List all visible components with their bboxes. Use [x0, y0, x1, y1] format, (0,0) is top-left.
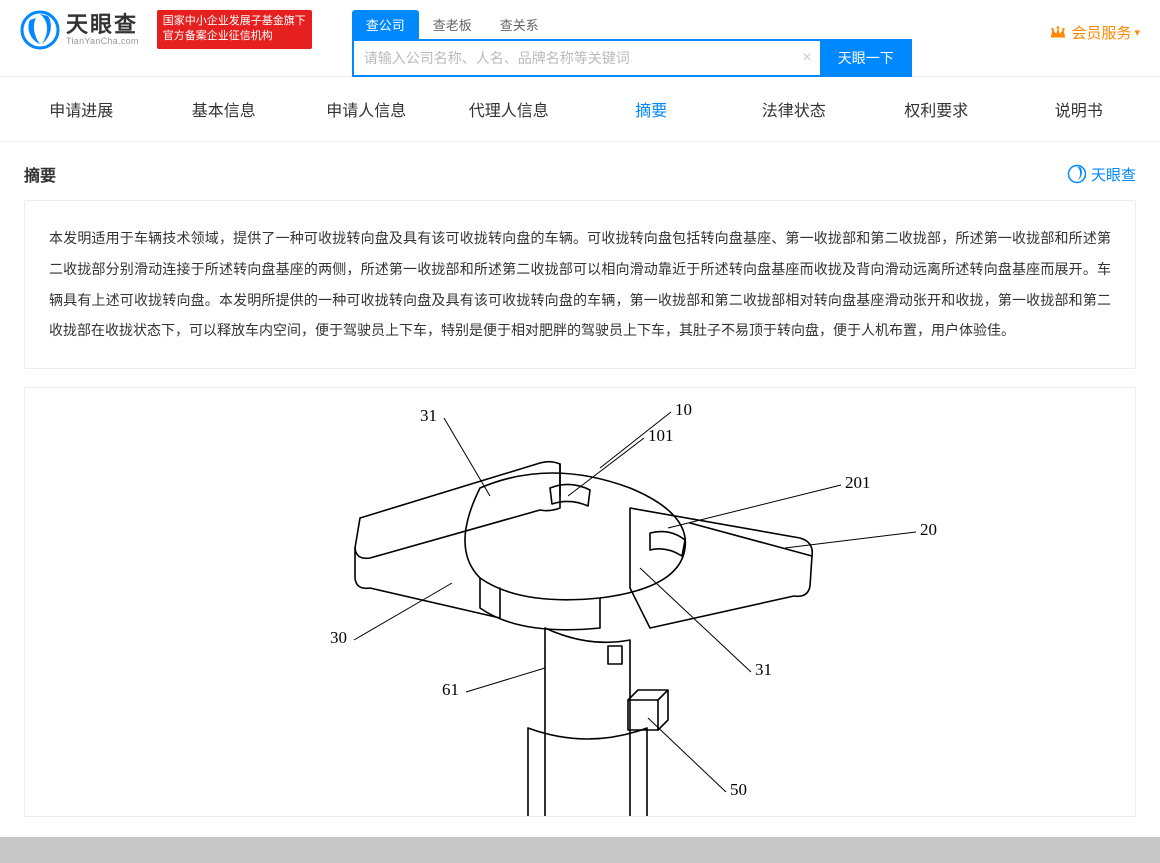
- diagram-label: 50: [730, 780, 747, 800]
- member-services-link[interactable]: 会员服务 ▾: [1049, 22, 1140, 43]
- member-link-label: 会员服务: [1071, 22, 1131, 43]
- diagram-label: 10: [675, 400, 692, 420]
- chevron-down-icon: ▾: [1134, 26, 1140, 39]
- logo[interactable]: 天眼查 TianYanCha.com: [20, 10, 139, 50]
- badge-line1: 国家中小企业发展子基金旗下: [163, 14, 306, 29]
- section-title: 摘要: [24, 162, 56, 186]
- tab-agent[interactable]: 代理人信息: [438, 77, 581, 141]
- diagram-label: 30: [330, 628, 347, 648]
- tab-legal[interactable]: 法律状态: [723, 77, 866, 141]
- tab-claims[interactable]: 权利要求: [865, 77, 1008, 141]
- badge-line2: 官方备案企业征信机构: [163, 29, 306, 44]
- official-badge: 国家中小企业发展子基金旗下 官方备案企业征信机构: [157, 10, 312, 49]
- tab-basic[interactable]: 基本信息: [153, 77, 296, 141]
- abstract-section: 摘要 天眼查 本发明适用于车辆技术领域，提供了一种可收拢转向盘及具有该可收拢转向…: [0, 142, 1160, 837]
- patent-diagram: 31 10101 201 20 30 61 31 50: [24, 387, 1136, 817]
- logo-subtext: TianYanCha.com: [66, 36, 139, 46]
- search-tab-boss[interactable]: 查老板: [419, 10, 486, 39]
- diagram-label: 101: [648, 426, 674, 446]
- search-button[interactable]: 天眼一下: [820, 39, 912, 77]
- brand-label: 天眼查: [1091, 164, 1136, 185]
- footer-bar: [0, 837, 1160, 863]
- tab-abstract[interactable]: 摘要: [580, 77, 723, 141]
- diagram-label: 20: [920, 520, 937, 540]
- diagram-label: 201: [845, 473, 871, 493]
- tab-spec[interactable]: 说明书: [1008, 77, 1151, 141]
- search-area: 查公司 查老板 查关系 × 天眼一下: [352, 10, 912, 77]
- diagram-label: 31: [420, 406, 437, 426]
- crown-icon: [1049, 24, 1067, 42]
- brand-watermark: 天眼查: [1067, 164, 1136, 185]
- diagram-svg: [130, 388, 1030, 817]
- search-input[interactable]: [352, 39, 820, 77]
- search-tab-relation[interactable]: 查关系: [486, 10, 553, 39]
- clear-icon[interactable]: ×: [802, 49, 811, 67]
- page-tabs: 申请进展 基本信息 申请人信息 代理人信息 摘要 法律状态 权利要求 说明书: [0, 76, 1160, 142]
- brand-icon: [1067, 164, 1087, 184]
- search-tab-company[interactable]: 查公司: [352, 10, 419, 39]
- site-header: 天眼查 TianYanCha.com 国家中小企业发展子基金旗下 官方备案企业征…: [0, 0, 1160, 64]
- abstract-text: 本发明适用于车辆技术领域，提供了一种可收拢转向盘及具有该可收拢转向盘的车辆。可收…: [24, 200, 1136, 369]
- tab-progress[interactable]: 申请进展: [10, 77, 153, 141]
- diagram-label: 31: [755, 660, 772, 680]
- search-tabs: 查公司 查老板 查关系: [352, 10, 912, 39]
- logo-icon: [20, 10, 60, 50]
- logo-text: 天眼查: [66, 14, 139, 36]
- diagram-label: 61: [442, 680, 459, 700]
- tab-applicant[interactable]: 申请人信息: [295, 77, 438, 141]
